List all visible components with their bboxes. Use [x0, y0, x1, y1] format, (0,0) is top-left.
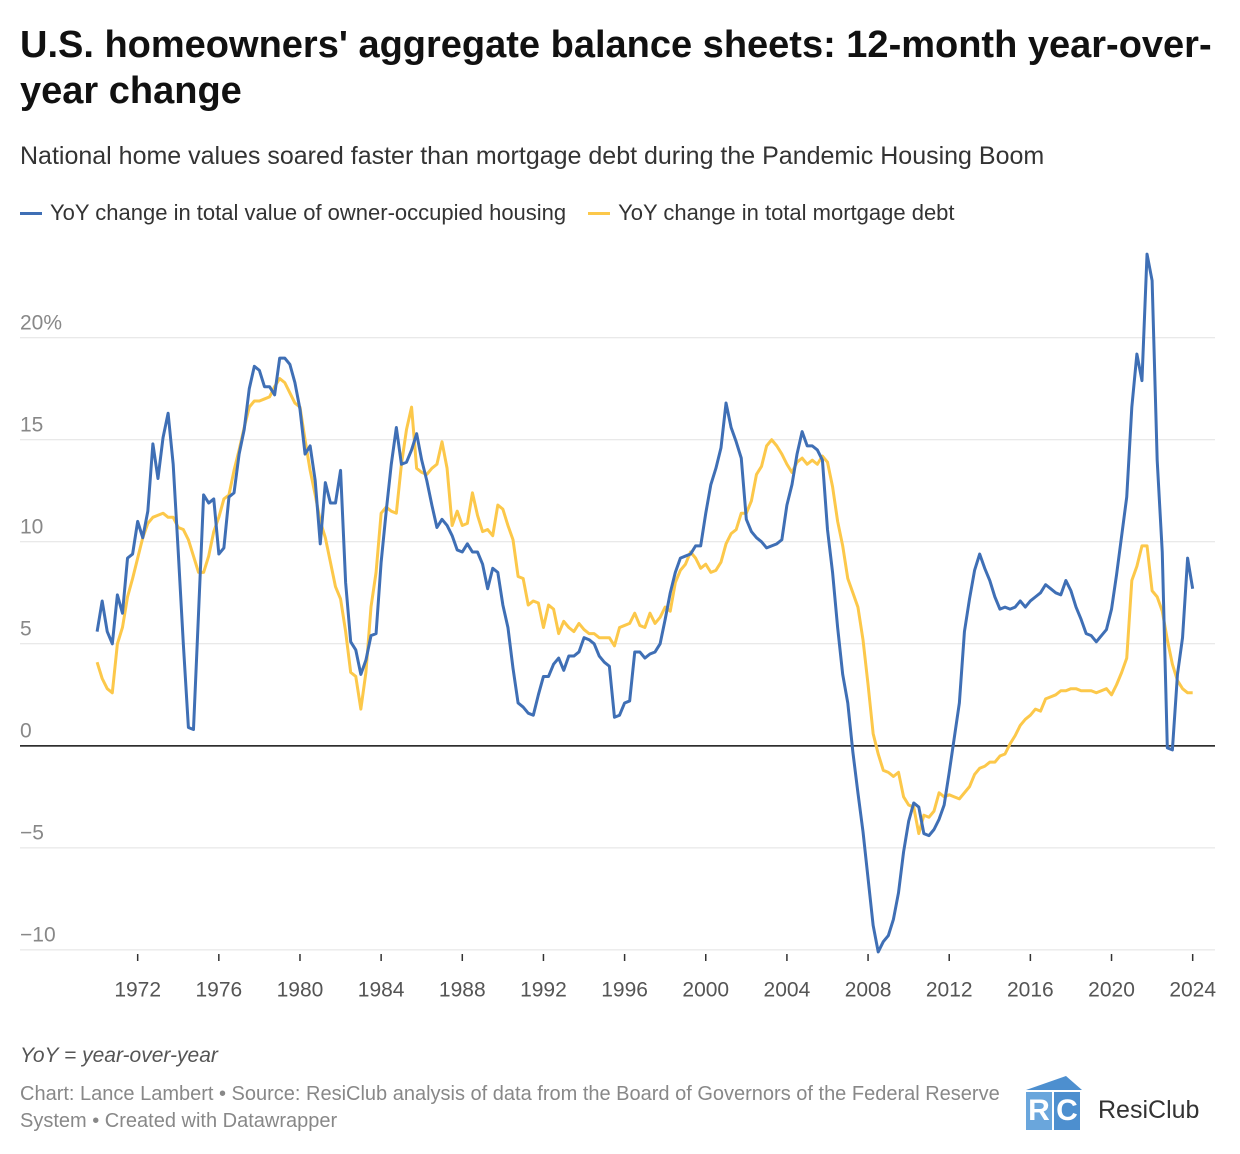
y-tick-label: 10: [20, 515, 43, 538]
x-tick-label: 2024: [1169, 979, 1216, 1002]
svg-text:R: R: [1028, 1094, 1050, 1127]
x-tick-label: 2012: [926, 979, 973, 1002]
chart-title: U.S. homeowners' aggregate balance sheet…: [20, 24, 1212, 112]
x-tick-label: 1980: [277, 979, 324, 1002]
x-tick-label: 1976: [195, 979, 242, 1002]
y-tick-label: −5: [20, 821, 44, 844]
legend-item: YoY change in total value of owner-occup…: [20, 200, 566, 226]
y-tick-label: 5: [20, 617, 32, 640]
x-tick-label: 2000: [682, 979, 729, 1002]
x-tick-label: 2008: [845, 979, 892, 1002]
y-tick-label: 20%: [20, 311, 62, 334]
brand: ResiClub: [1098, 1096, 1200, 1124]
legend-item: YoY change in total mortgage debt: [588, 200, 955, 226]
legend-label: YoY change in total mortgage debt: [618, 200, 955, 225]
chart-subtitle: National home values soared faster than …: [20, 142, 1045, 170]
svg-text:C: C: [1056, 1094, 1078, 1127]
legend-label: YoY change in total value of owner-occup…: [50, 200, 567, 225]
note: YoY = year-over-year: [20, 1044, 218, 1067]
y-tick-label: −10: [20, 923, 56, 946]
x-tick-label: 1992: [520, 979, 567, 1002]
legend-swatch: [588, 211, 611, 215]
series-line: [95, 377, 1193, 836]
x-tick-label: 1972: [114, 979, 161, 1002]
x-tick-label: 1984: [358, 979, 405, 1002]
legend: YoY change in total value of owner-occup…: [20, 200, 955, 226]
logo-icon: R C: [1026, 1076, 1082, 1130]
x-tick-label: 1996: [601, 979, 648, 1002]
y-tick-label: 0: [20, 719, 32, 742]
x-tick-label: 2016: [1007, 979, 1054, 1002]
grid: [20, 337, 1215, 951]
x-tick-label: 2020: [1088, 979, 1135, 1002]
x-tick-label: 2004: [764, 979, 811, 1002]
series-line: [95, 252, 1195, 954]
legend-swatch: [20, 211, 42, 215]
y-tick-label: 15: [20, 413, 43, 436]
x-tick-label: 1988: [439, 979, 486, 1002]
source: Chart: Lance Lambert • Source: ResiClub …: [20, 1083, 1000, 1132]
